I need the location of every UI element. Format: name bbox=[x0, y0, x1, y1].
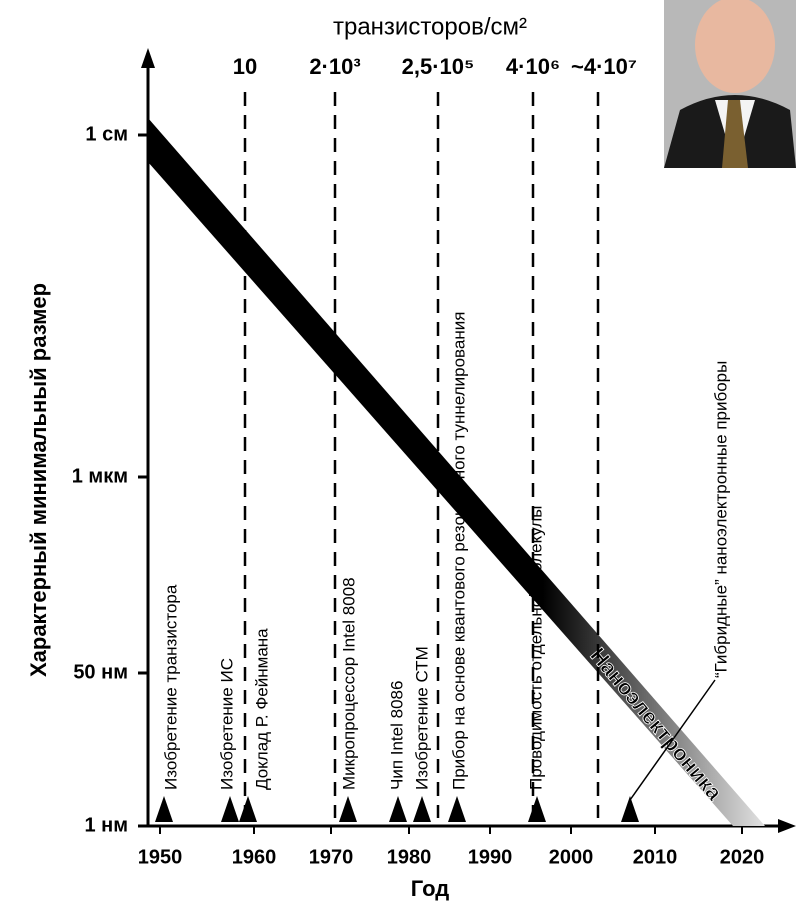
nano-label: Наноэлектроника bbox=[585, 643, 727, 806]
y-tick-label: 1 мкм bbox=[72, 465, 128, 487]
y-axis-arrow bbox=[141, 48, 155, 68]
y-axis-label: Характерный минимальный размер bbox=[26, 283, 51, 677]
x-tick-label: 2020 bbox=[720, 846, 765, 868]
event-marker bbox=[239, 796, 257, 822]
event-label: “Гибридные” наноэлектронные приборы bbox=[711, 361, 730, 678]
event-marker bbox=[621, 796, 639, 822]
density-label: 2·10³ bbox=[309, 54, 360, 79]
x-tick-label: 1970 bbox=[309, 846, 354, 868]
y-tick-label: 1 нм bbox=[84, 814, 128, 836]
portrait bbox=[664, 0, 796, 168]
event-label: Проводимость отдельной молекулы bbox=[526, 506, 545, 790]
x-tick-label: 2010 bbox=[633, 846, 678, 868]
x-tick-label: 1980 bbox=[387, 846, 432, 868]
event-marker bbox=[155, 796, 173, 822]
event-label: Чип Intel 8086 bbox=[387, 681, 406, 790]
x-tick-label: 1990 bbox=[468, 846, 513, 868]
moore-band bbox=[148, 118, 765, 826]
density-label: 2,5·10⁵ bbox=[402, 54, 475, 79]
density-label: 4·10⁶ bbox=[506, 54, 560, 79]
x-tick-label: 1960 bbox=[232, 846, 277, 868]
density-label: ~4·10⁷ bbox=[571, 54, 637, 79]
density-title: транзисторов/см² bbox=[333, 13, 527, 40]
x-axis-label: Год bbox=[411, 876, 450, 901]
event-marker bbox=[528, 796, 546, 822]
event-marker bbox=[448, 796, 466, 822]
leader-line bbox=[629, 679, 716, 801]
event-label: Изобретение ИС bbox=[217, 658, 236, 790]
event-label: Прибор на основе квантового резонансного… bbox=[449, 312, 468, 790]
event-label: Изобретение транзистора bbox=[161, 584, 180, 790]
event-label: Изобретение СТМ bbox=[412, 646, 431, 790]
x-axis-arrow bbox=[778, 819, 796, 833]
x-tick-label: 2000 bbox=[549, 846, 594, 868]
event-marker bbox=[413, 796, 431, 822]
x-tick-label: 1950 bbox=[138, 846, 183, 868]
event-marker bbox=[339, 796, 357, 822]
event-marker bbox=[389, 796, 407, 822]
event-marker bbox=[221, 796, 239, 822]
event-label: Микропроцессор Intel 8008 bbox=[339, 577, 358, 790]
y-tick-label: 1 см bbox=[85, 123, 128, 145]
event-label: Доклад Р. Фейнмана bbox=[252, 628, 271, 790]
density-label: 10 bbox=[233, 54, 257, 79]
y-tick-label: 50 нм bbox=[73, 661, 128, 683]
